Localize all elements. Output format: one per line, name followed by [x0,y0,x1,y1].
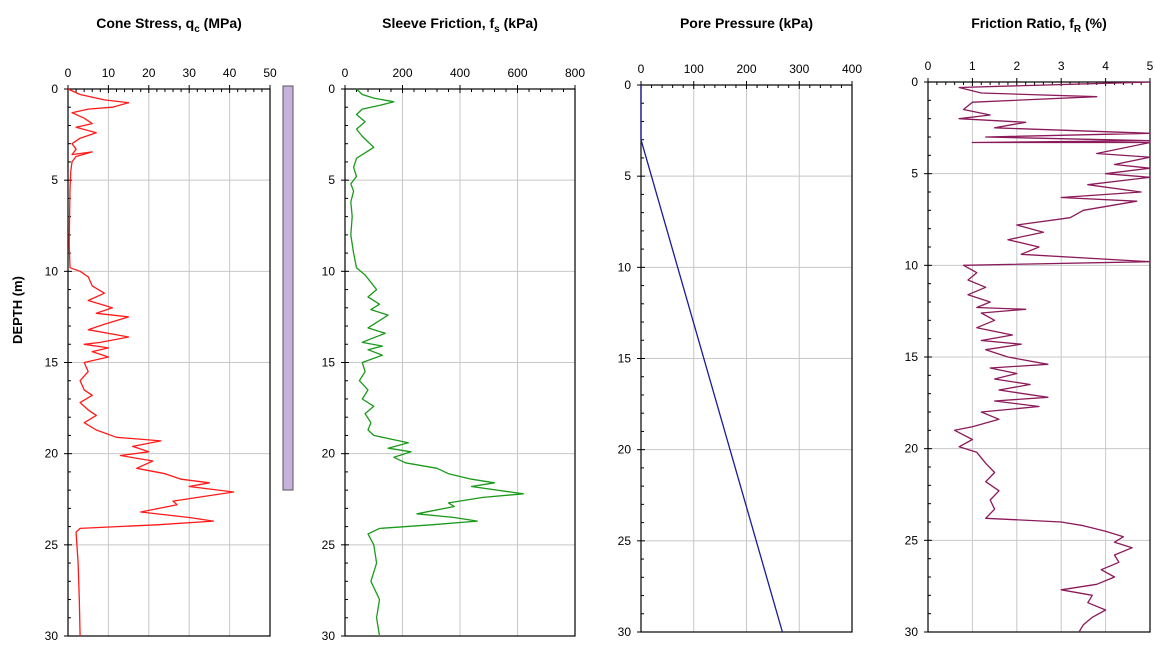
plot-frame [927,81,1151,633]
x-tick-label: 600 [507,66,527,80]
y-tick-label: 5 [328,173,335,187]
y-tick-label: 10 [905,258,919,272]
y-tick-label: 25 [905,533,919,547]
chart-panel-2: Sleeve Friction, fs (kPa) 0 200 400 600 800 0 5… [322,15,586,643]
y-tick-label: 5 [624,169,631,183]
chart-title: Friction Ratio, fR (%) [971,15,1107,35]
y-tick-label: 0 [624,78,631,92]
x-tick-label: 400 [842,62,862,76]
x-tick-label: 400 [450,66,470,80]
chart-title: Cone Stress, qc (MPa) [96,15,242,35]
x-tick-label: 3 [1058,59,1065,73]
x-tick-label: 5 [1147,59,1154,73]
y-tick-label: 10 [618,260,632,274]
x-tick-label: 2 [1013,59,1020,73]
chart-panel-4: Friction Ratio, fR (%) 0 1 2 3 4 5 0 5 10 15 20 25 30 [905,15,1154,639]
y-tick-label: 5 [911,167,918,181]
y-tick-label: 30 [45,629,59,642]
plot-frame [67,88,271,637]
plot-frame [344,88,576,637]
series-line-1 [953,81,1151,633]
y-tick-label: 15 [322,356,336,370]
soil-layer-bar [282,85,294,491]
chart-title: Sleeve Friction, fs (kPa) [382,15,538,35]
y-tick-label: 0 [328,82,335,96]
x-tick-label: 100 [684,62,704,76]
x-tick-label: 0 [925,59,932,73]
y-tick-label: 30 [905,625,919,639]
x-tick-label: 10 [102,66,116,80]
y-tick-label: 30 [618,625,632,639]
y-tick-label: 10 [322,264,336,278]
x-tick-label: 50 [263,66,277,80]
chart-panel-3: Pore Pressure (kPa) 0 100 200 300 400 0 5 10 15 20… [618,15,863,639]
y-tick-label: 0 [911,75,918,89]
x-tick-label: 40 [223,66,237,80]
y-tick-label: 20 [618,443,632,457]
x-tick-label: 30 [183,66,197,80]
y-tick-label: 25 [45,538,59,552]
x-tick-label: 800 [565,66,585,80]
series-line-1 [67,88,235,637]
y-tick-label: 15 [45,356,59,370]
y-tick-label: 5 [51,173,58,187]
y-tick-label: 25 [618,534,632,548]
chart-panel-1: Cone Stress, qc (MPa) 0 10 20 30 40 50 0 5 10 15 20… [45,15,277,643]
series-line-1 [350,88,524,637]
x-tick-label: 1 [969,59,976,73]
x-tick-label: 0 [65,66,72,80]
y-tick-label: 0 [51,82,58,96]
series-line-1 [640,85,784,633]
chart-title: Pore Pressure (kPa) [680,15,813,31]
depth-axis-label: DEPTH (m) [10,276,25,344]
plot-frame [640,84,853,633]
x-tick-label: 0 [638,62,645,76]
y-tick-label: 30 [322,629,336,642]
x-tick-label: 300 [789,62,809,76]
x-tick-label: 200 [392,66,412,80]
y-tick-label: 25 [322,538,336,552]
y-tick-label: 10 [45,264,59,278]
x-tick-label: 200 [736,62,756,76]
y-tick-label: 15 [618,352,632,366]
x-tick-label: 4 [1102,59,1109,73]
y-tick-label: 20 [322,447,336,461]
x-tick-label: 20 [142,66,156,80]
y-tick-label: 15 [905,350,919,364]
y-tick-label: 20 [905,442,919,456]
x-tick-label: 0 [342,66,349,80]
y-tick-label: 20 [45,447,59,461]
